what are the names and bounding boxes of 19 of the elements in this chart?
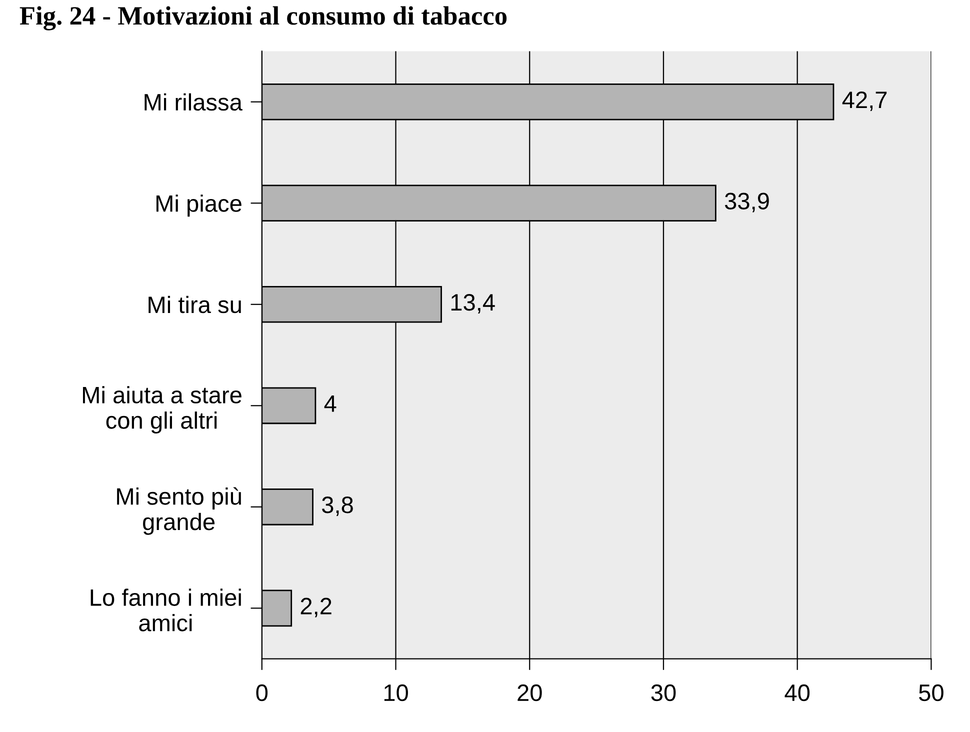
- x-tick-label: 30: [651, 684, 676, 702]
- chart-title: Fig. 24 - Motivazioni al consumo di tabacco: [20, 6, 507, 30]
- y-tick-label: Mi sento più grande: [117, 487, 241, 535]
- data-label: 13,4: [451, 294, 495, 314]
- y-tick-label: Lo fanno i miei amici: [90, 588, 241, 632]
- x-tick-label: 20: [518, 684, 542, 702]
- x-tick-label: 10: [384, 684, 408, 702]
- data-label: 33,9: [724, 192, 769, 212]
- y-tick-label: Mi piace: [156, 194, 242, 217]
- x-tick-label: 0: [256, 684, 268, 702]
- y-tick-label: Mi aiuta a stare con gli altri: [82, 386, 242, 434]
- data-label: 42,7: [842, 91, 887, 111]
- x-tick-label: 50: [919, 684, 944, 702]
- data-label: 3,8: [322, 496, 353, 516]
- data-label: 4: [324, 396, 336, 412]
- y-tick-label: Mi rilassa: [144, 93, 242, 111]
- data-label: 2,2: [300, 598, 332, 618]
- x-tick-label: 40: [784, 684, 810, 702]
- y-tick-label: Mi tira su: [148, 296, 241, 314]
